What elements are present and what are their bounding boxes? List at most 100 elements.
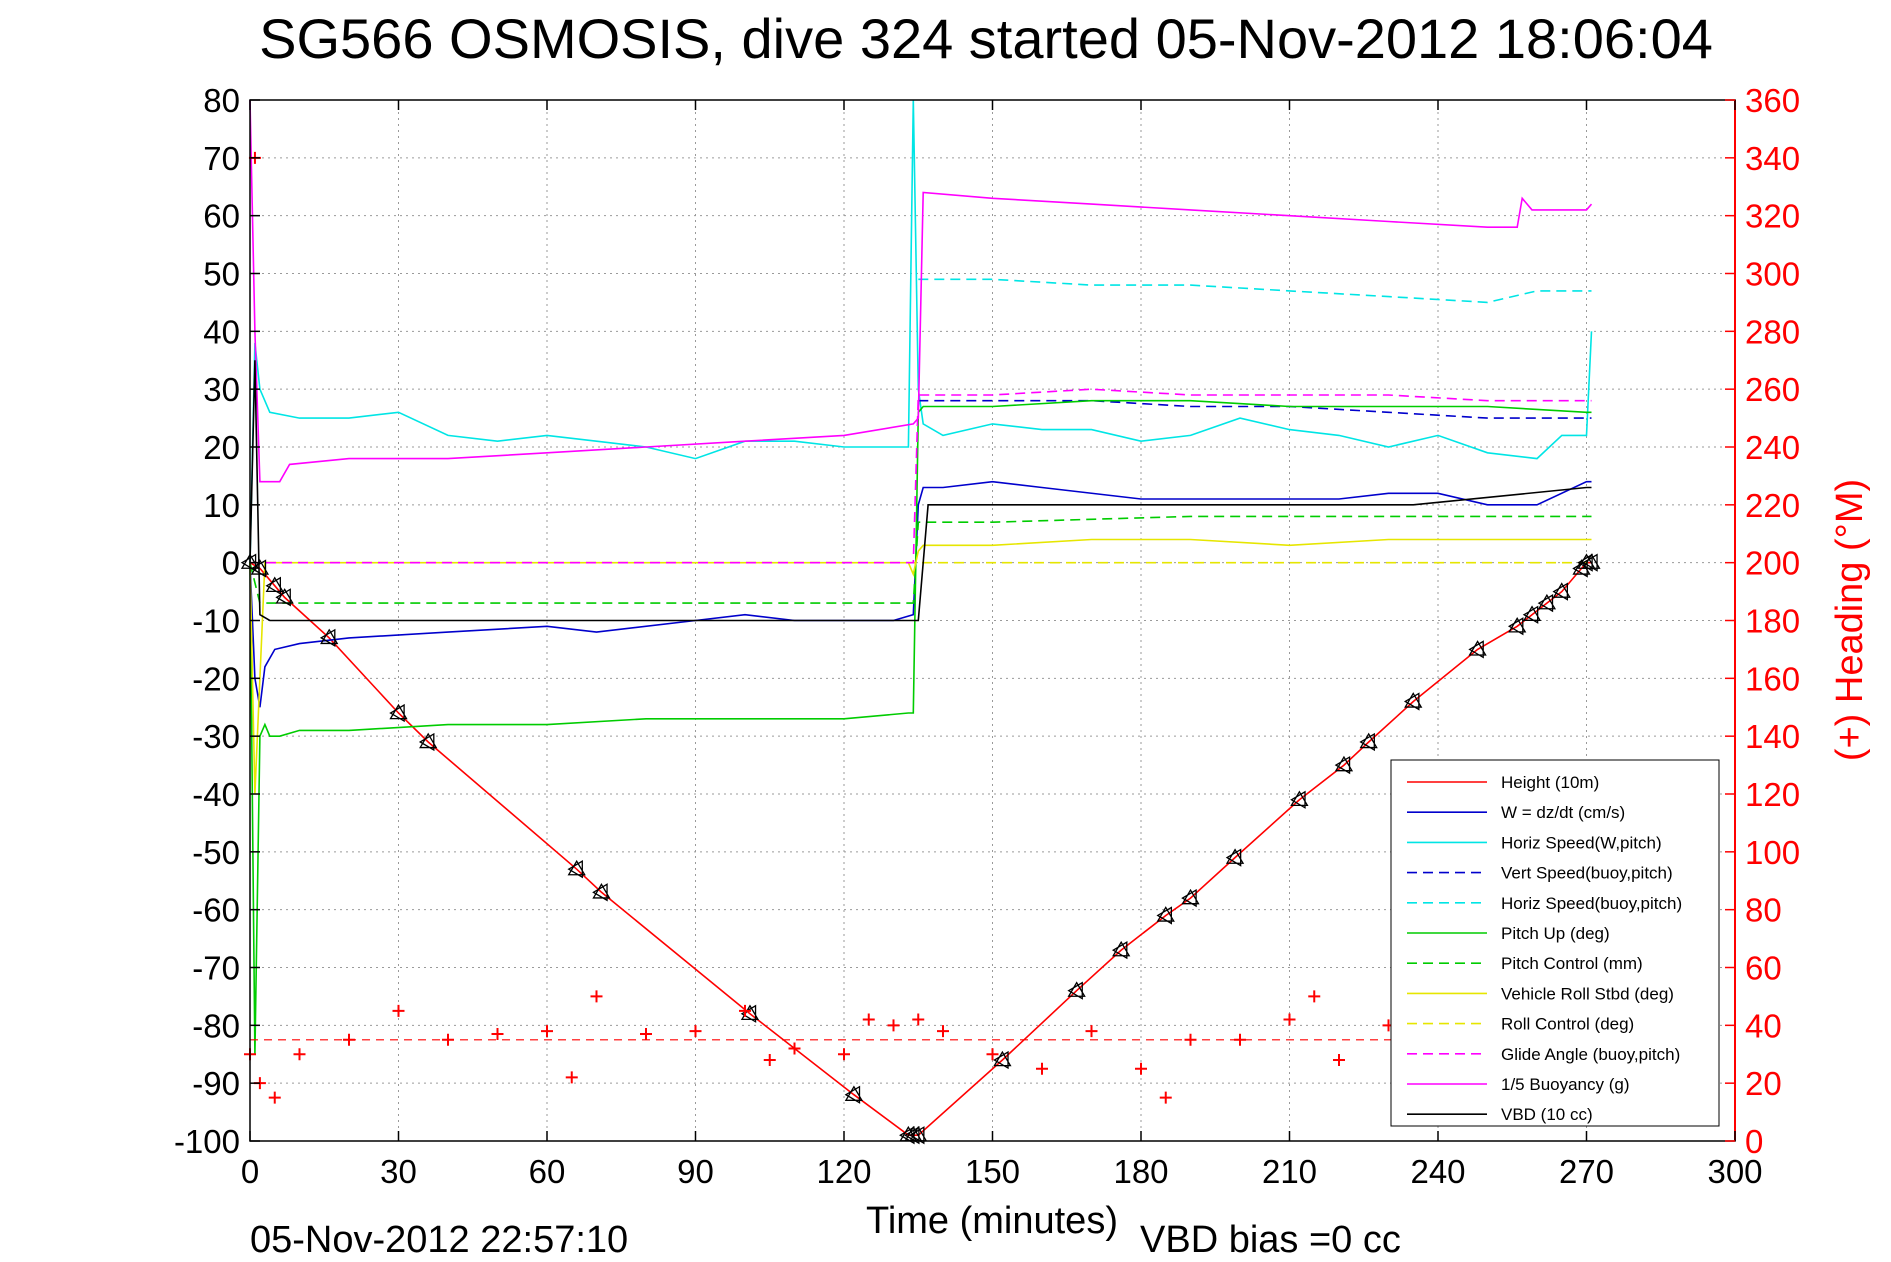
footer-vbd-bias: VBD bias =0 cc	[1140, 1219, 1401, 1261]
pitch-up-deg-line	[249, 399, 1592, 1055]
y-tick-label: 80	[203, 82, 240, 119]
chart-title: SG566 OSMOSIS, dive 324 started 05-Nov-2…	[259, 7, 1713, 70]
y-tick-label: -100	[174, 1123, 240, 1160]
y-tick-label: 20	[203, 429, 240, 466]
height-10m-marker	[993, 1050, 1012, 1070]
vert-speed-buoy-pitch-line	[918, 399, 1592, 419]
legend-label-w-dz-dt-cm-s: W = dz/dt (cm/s)	[1501, 803, 1625, 822]
y-tick-label: -80	[192, 1007, 240, 1044]
heading-point	[491, 1028, 504, 1041]
y2-tick-label: 200	[1745, 545, 1800, 582]
y2-tick-label: 300	[1745, 256, 1800, 293]
x-tick-label: 210	[1262, 1153, 1317, 1190]
height-10m-marker	[592, 883, 611, 902]
y-tick-label: 60	[203, 198, 240, 235]
y-tick-label: -60	[192, 892, 240, 929]
height-10m-marker	[389, 703, 408, 723]
y-tick-label: 30	[203, 371, 240, 408]
y-tick-label: 40	[203, 313, 240, 350]
y-tick-label: -40	[192, 776, 240, 813]
x-tick-label: 90	[677, 1153, 714, 1190]
heading-point	[887, 1019, 900, 1032]
y2-tick-label: 320	[1745, 198, 1800, 235]
height-10m-marker	[1582, 553, 1601, 572]
height-10m-marker	[1067, 981, 1086, 1000]
heading-point	[763, 1054, 776, 1067]
height-10m-marker	[844, 1085, 864, 1104]
heading-point	[442, 1033, 454, 1046]
height-10m-marker	[265, 576, 284, 595]
height-10m-marker	[1507, 617, 1527, 636]
height-10m-marker	[275, 588, 294, 607]
w-dz-dt-cm-s-line	[249, 480, 1592, 708]
marker-layer	[240, 151, 1601, 1145]
heading-point	[986, 1048, 999, 1061]
heading-point	[1135, 1062, 1147, 1075]
y2-tick-label: 260	[1745, 371, 1800, 408]
legend-label-height-10m: Height (10m)	[1501, 773, 1599, 792]
legend-label-roll-control-deg: Roll Control (deg)	[1501, 1015, 1634, 1034]
x-axis-label: Time (minutes)	[866, 1200, 1118, 1242]
height-10m-marker	[1181, 888, 1200, 908]
glide-angle-buoy-pitch-line	[250, 388, 1592, 564]
y2-tick-label: 340	[1745, 140, 1800, 177]
y2-axis-ticks: 3603403203002802602402202001801601401201…	[1725, 82, 1800, 1160]
y-tick-label: 70	[203, 140, 240, 177]
1-5-buoyancy-g-line	[249, 99, 1593, 483]
x-tick-label: 60	[529, 1153, 566, 1190]
height-10m-marker	[1403, 692, 1423, 711]
y2-tick-label: 20	[1745, 1065, 1782, 1102]
height-10m-marker	[1156, 906, 1175, 925]
heading-point	[1036, 1062, 1048, 1075]
height-10m-marker	[1225, 848, 1245, 867]
heading-point	[937, 1025, 949, 1038]
legend-label-1-5-buoyancy-g: 1/5 Buoyancy (g)	[1501, 1075, 1630, 1094]
y2-tick-label: 240	[1745, 429, 1800, 466]
heading-point	[1308, 990, 1321, 1003]
y2-tick-label: 220	[1745, 487, 1800, 524]
x-tick-label: 150	[965, 1153, 1020, 1190]
x-tick-label: 30	[380, 1153, 417, 1190]
legend-label-glide-angle-buoy-pitch: Glide Angle (buoy,pitch)	[1501, 1045, 1680, 1064]
y2-tick-label: 160	[1745, 660, 1800, 697]
pitch-control-mm-line	[249, 515, 1592, 604]
heading-point	[541, 1025, 553, 1038]
legend-box	[1390, 759, 1720, 1127]
y2-tick-label: 80	[1745, 892, 1782, 929]
heading-point	[1085, 1025, 1098, 1038]
series-layer	[249, 99, 1593, 1136]
legend-label-horiz-speed-w-pitch: Horiz Speed(W,pitch)	[1501, 833, 1662, 852]
y-tick-label: -30	[192, 718, 240, 755]
y2-tick-label: 360	[1745, 82, 1800, 119]
x-tick-label: 120	[816, 1153, 871, 1190]
y2-axis-label: (+) Heading (°M)	[1829, 479, 1871, 761]
heading-point	[1333, 1054, 1345, 1067]
x-tick-label: 300	[1707, 1153, 1762, 1190]
y-tick-label: -90	[192, 1065, 240, 1102]
heading-point	[912, 1013, 925, 1026]
y-axis-ticks: 80 70 60 50 40 30 20 10 0 -10 -20 -30 -40 -50 -60 -70 -8…	[174, 82, 260, 1160]
x-tick-label: 270	[1559, 1153, 1614, 1190]
heading-point	[788, 1042, 801, 1055]
y-tick-label: 0	[222, 545, 240, 582]
heading-point	[392, 1004, 405, 1017]
heading-point	[343, 1033, 355, 1046]
heading-point	[862, 1013, 875, 1026]
heading-point	[689, 1025, 702, 1038]
y2-tick-label: 60	[1745, 950, 1782, 987]
legend-label-vehicle-roll-stbd-deg: Vehicle Roll Stbd (deg)	[1501, 984, 1674, 1003]
y2-tick-label: 180	[1745, 603, 1800, 640]
horiz-speed-buoy-pitch-line	[918, 278, 1592, 304]
legend-label-vbd-10-cc: VBD (10 cc)	[1501, 1105, 1593, 1124]
height-10m-marker	[1290, 790, 1309, 809]
y-tick-label: -70	[192, 950, 240, 987]
height-10m-marker	[567, 859, 586, 879]
heading-point	[640, 1028, 652, 1041]
height-10m-marker	[1537, 593, 1557, 613]
height-10m-marker	[1359, 732, 1378, 752]
y-tick-label: -20	[192, 660, 240, 697]
y2-tick-label: 120	[1745, 776, 1800, 813]
height-10m-marker	[250, 559, 270, 578]
legend-label-pitch-control-mm: Pitch Control (mm)	[1501, 954, 1643, 973]
